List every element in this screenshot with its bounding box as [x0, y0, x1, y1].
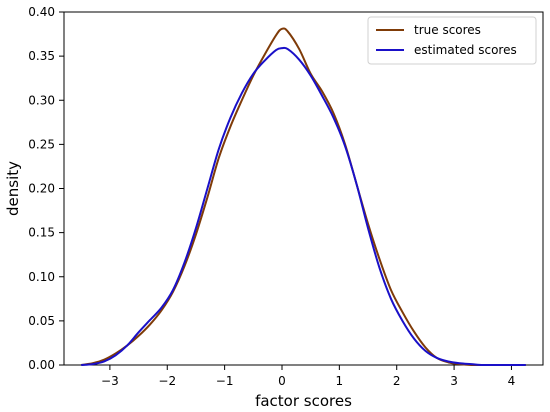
- x-axis-title: factor scores: [255, 392, 352, 410]
- x-tick-label: −2: [158, 374, 176, 388]
- series-layer: [81, 27, 526, 367]
- y-tick-label: 0.10: [28, 270, 55, 284]
- x-axis: −3 −2 −1 0 1 2 3 4: [101, 365, 515, 388]
- x-tick-label: 1: [336, 374, 344, 388]
- x-tick-label: −3: [101, 374, 119, 388]
- y-axis: 0.00 0.05 0.10 0.15 0.20 0.25 0.30 0.35 0.40: [28, 5, 64, 372]
- legend-box: [367, 16, 537, 65]
- x-tick-label: 2: [393, 374, 401, 388]
- x-tick-label: 4: [508, 374, 516, 388]
- x-tick-label: −1: [216, 374, 234, 388]
- y-tick-label: 0.40: [28, 5, 55, 19]
- x-tick-label: 3: [450, 374, 458, 388]
- y-tick-label: 0.30: [28, 93, 55, 107]
- y-tick-label: 0.35: [28, 49, 55, 63]
- y-tick-label: 0.25: [28, 137, 55, 151]
- x-tick-label: 0: [278, 374, 286, 388]
- legend: true scores estimated scores: [367, 16, 537, 65]
- y-tick-label: 0.05: [28, 314, 55, 328]
- legend-label-true-scores: true scores: [414, 23, 481, 37]
- y-tick-label: 0.00: [28, 358, 55, 372]
- y-tick-label: 0.20: [28, 182, 55, 196]
- series-line-estimated-scores: [81, 46, 526, 367]
- y-axis-title: density: [4, 161, 22, 216]
- y-tick-label: 0.15: [28, 226, 55, 240]
- legend-label-estimated-scores: estimated scores: [414, 43, 517, 57]
